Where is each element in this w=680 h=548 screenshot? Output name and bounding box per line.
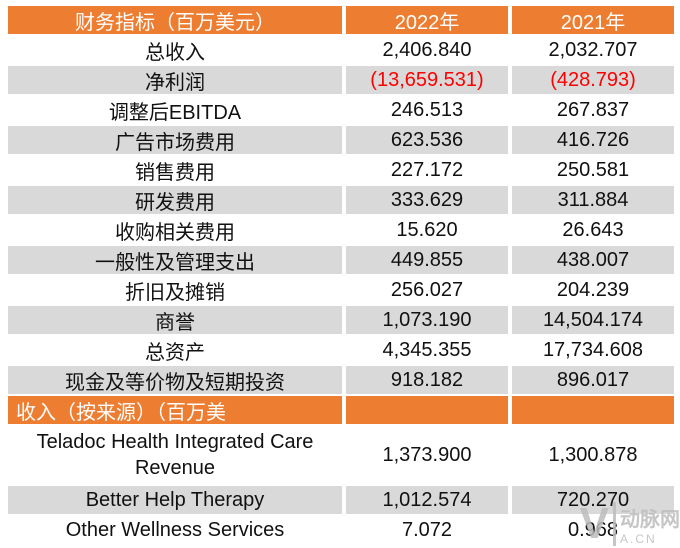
table-row-value-2021: 720.270: [512, 486, 674, 514]
table-row-value-2021: 204.239: [512, 276, 674, 304]
table-row-value-2022: 1,012.574: [346, 486, 508, 514]
table-row-value-2022: 623.536: [346, 126, 508, 154]
table-row-value-2021: 0.968: [512, 516, 674, 544]
table-row-value-2022: (13,659.531): [346, 66, 508, 94]
section-header-spacer-2022: [346, 396, 508, 424]
table-row-value-2022: 333.629: [346, 186, 508, 214]
col-header-metric: 财务指标（百万美元）: [8, 6, 342, 34]
table-row-value-2021: 2,032.707: [512, 36, 674, 64]
table-row-value-2021: 438.007: [512, 246, 674, 274]
table-row-label: Better Help Therapy: [8, 486, 342, 514]
table-row-label: 销售费用: [8, 156, 342, 184]
table-row-value-2022: 246.513: [346, 96, 508, 124]
table-row-label: 商誉: [8, 306, 342, 334]
table-row-value-2021: 311.884: [512, 186, 674, 214]
table-row-value-2021: (428.793): [512, 66, 674, 94]
table-row-label: 总收入: [8, 36, 342, 64]
table-row-label: 研发费用: [8, 186, 342, 214]
table-row-label: 现金及等价物及短期投资: [8, 366, 342, 394]
table-row-value-2021: 250.581: [512, 156, 674, 184]
table-row-value-2021: 1,300.878: [512, 426, 674, 484]
table-row-value-2022: 1,373.900: [346, 426, 508, 484]
table-row-value-2021: 14,504.174: [512, 306, 674, 334]
col-header-2022: 2022年: [346, 6, 508, 34]
col-header-2021: 2021年: [512, 6, 674, 34]
table-row-label: 收购相关费用: [8, 216, 342, 244]
table-row-label: 一般性及管理支出: [8, 246, 342, 274]
table-row-value-2021: 267.837: [512, 96, 674, 124]
table-row-value-2022: 7.072: [346, 516, 508, 544]
table-row-label: 净利润: [8, 66, 342, 94]
table-row-value-2021: 17,734.608: [512, 336, 674, 364]
table-row-label: Other Wellness Services: [8, 516, 342, 544]
table-row-label: 折旧及摊销: [8, 276, 342, 304]
table-row-value-2021: 26.643: [512, 216, 674, 244]
table-row-label: Teladoc Health Integrated Care Revenue: [8, 426, 342, 484]
table-row-value-2022: 256.027: [346, 276, 508, 304]
table-row-value-2021: 416.726: [512, 126, 674, 154]
section-header-revenue-by-source: 收入（按来源）（百万美: [8, 396, 342, 424]
table-row-value-2022: 449.855: [346, 246, 508, 274]
table-row-value-2022: 227.172: [346, 156, 508, 184]
table-row-value-2022: 2,406.840: [346, 36, 508, 64]
table-row-value-2022: 15.620: [346, 216, 508, 244]
table-row-value-2022: 1,073.190: [346, 306, 508, 334]
table-row-label: 广告市场费用: [8, 126, 342, 154]
financial-metrics-table: 财务指标（百万美元） 2022年 2021年 总收入 2,406.840 2,032…: [8, 6, 674, 544]
table-row-label: 调整后EBITDA: [8, 96, 342, 124]
table-row-value-2021: 896.017: [512, 366, 674, 394]
table-row-value-2022: 4,345.355: [346, 336, 508, 364]
section-header-spacer-2021: [512, 396, 674, 424]
table-row-label: 总资产: [8, 336, 342, 364]
table-row-value-2022: 918.182: [346, 366, 508, 394]
